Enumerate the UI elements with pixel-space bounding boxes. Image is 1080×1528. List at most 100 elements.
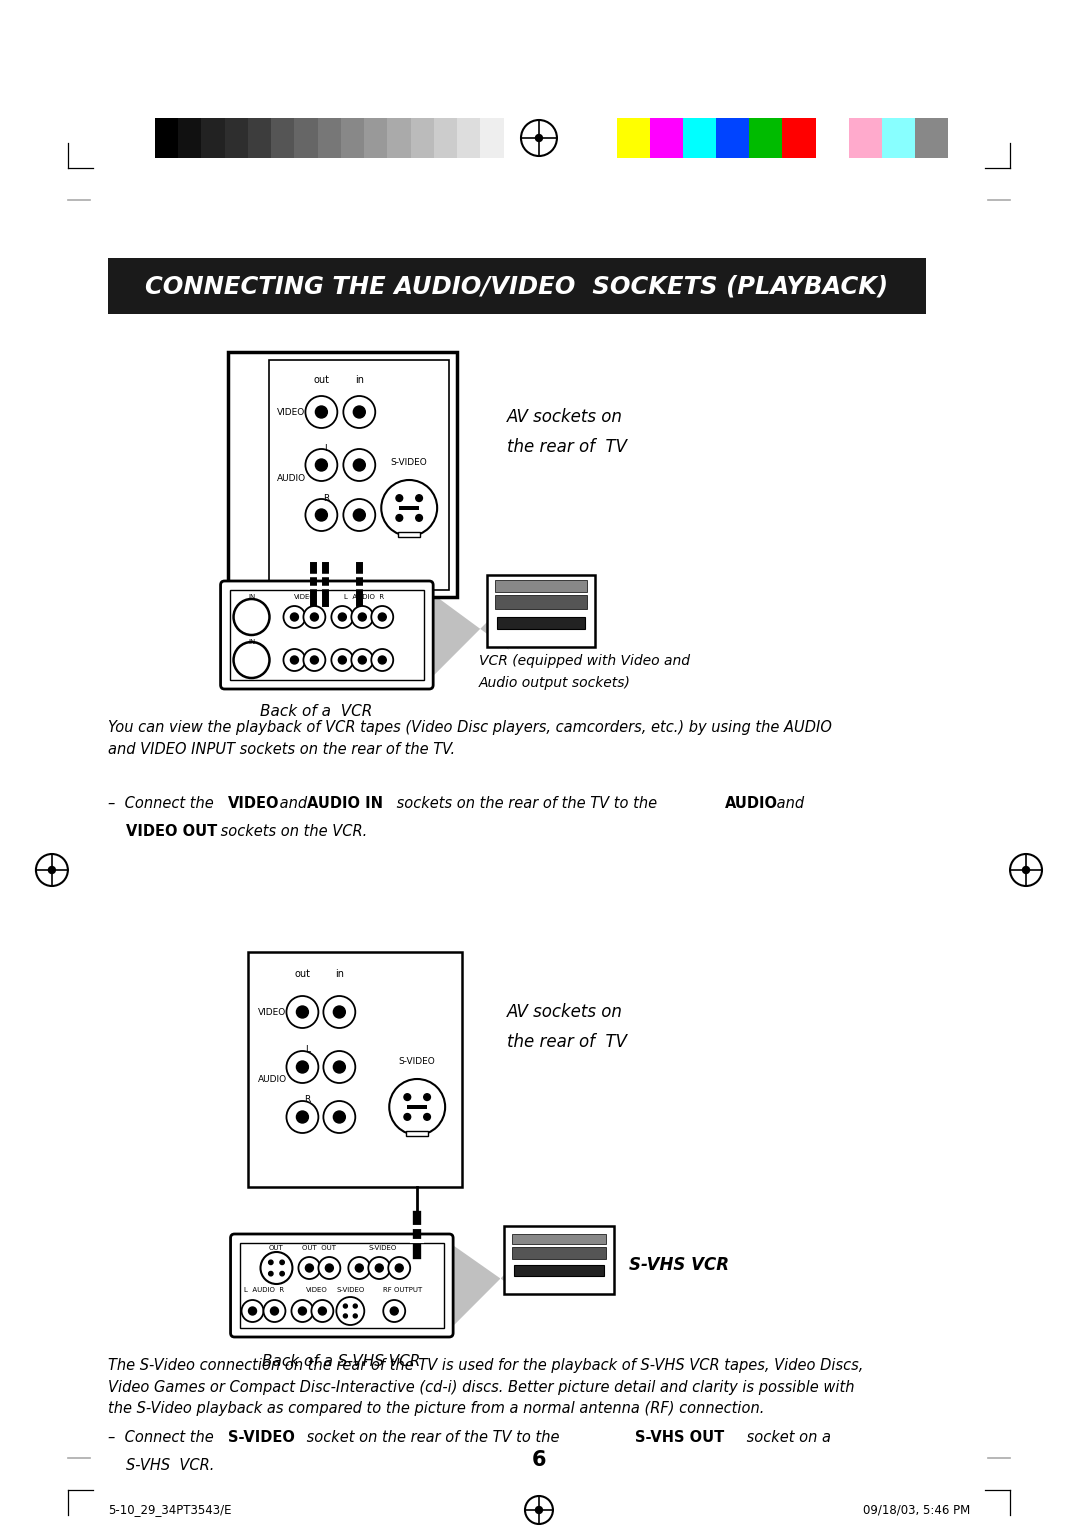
Polygon shape bbox=[399, 532, 420, 538]
Circle shape bbox=[368, 1258, 390, 1279]
Text: VIDEO: VIDEO bbox=[228, 796, 279, 811]
Text: S-VIDEO: S-VIDEO bbox=[228, 1430, 295, 1445]
Circle shape bbox=[323, 1051, 355, 1083]
Bar bbox=[225, 118, 247, 157]
Bar bbox=[495, 594, 586, 610]
Bar bbox=[849, 118, 882, 157]
Bar bbox=[154, 118, 178, 157]
Bar bbox=[341, 118, 364, 157]
Circle shape bbox=[1023, 866, 1029, 874]
Text: S-VIDEO: S-VIDEO bbox=[391, 457, 428, 466]
Circle shape bbox=[296, 1060, 309, 1073]
Bar bbox=[434, 118, 457, 157]
Text: VIDEO: VIDEO bbox=[306, 1287, 327, 1293]
Circle shape bbox=[383, 1300, 405, 1322]
Circle shape bbox=[310, 613, 319, 620]
Bar bbox=[683, 118, 716, 157]
Text: 5-10_29_34PT3543/E: 5-10_29_34PT3543/E bbox=[108, 1504, 231, 1516]
Circle shape bbox=[306, 500, 337, 532]
Circle shape bbox=[280, 1261, 284, 1265]
Text: VIDEO: VIDEO bbox=[278, 408, 306, 417]
Text: Back of a  VCR: Back of a VCR bbox=[260, 703, 373, 718]
Text: socket on a: socket on a bbox=[742, 1430, 831, 1445]
Text: R: R bbox=[305, 1096, 311, 1105]
Circle shape bbox=[343, 1314, 348, 1319]
Circle shape bbox=[292, 1300, 313, 1322]
Bar bbox=[108, 258, 927, 313]
Circle shape bbox=[315, 406, 327, 419]
Text: L: L bbox=[324, 443, 329, 452]
Circle shape bbox=[280, 1271, 284, 1276]
Text: IN: IN bbox=[248, 594, 255, 601]
Text: S-VIDEO: S-VIDEO bbox=[336, 1287, 364, 1293]
Circle shape bbox=[332, 649, 353, 671]
Circle shape bbox=[353, 458, 365, 471]
Circle shape bbox=[338, 656, 347, 665]
Bar bbox=[295, 118, 318, 157]
Circle shape bbox=[404, 1114, 410, 1120]
Text: sockets on the rear of the TV to the: sockets on the rear of the TV to the bbox=[392, 796, 662, 811]
Polygon shape bbox=[454, 1245, 524, 1325]
Circle shape bbox=[536, 1507, 542, 1514]
Circle shape bbox=[296, 1005, 309, 1018]
Circle shape bbox=[336, 1297, 364, 1325]
Bar bbox=[400, 506, 419, 510]
Text: AUDIO IN: AUDIO IN bbox=[308, 796, 383, 811]
Circle shape bbox=[353, 509, 365, 521]
Circle shape bbox=[260, 1251, 293, 1284]
Text: OUT  OUT: OUT OUT bbox=[302, 1245, 336, 1251]
Text: VCR (equipped with Video and
Audio output sockets): VCR (equipped with Video and Audio outpu… bbox=[480, 654, 690, 689]
Circle shape bbox=[298, 1306, 307, 1316]
Circle shape bbox=[416, 515, 422, 521]
Text: IN: IN bbox=[248, 639, 255, 645]
Text: L  AUDIO  R: L AUDIO R bbox=[244, 1287, 284, 1293]
Circle shape bbox=[388, 1258, 410, 1279]
Circle shape bbox=[423, 1114, 431, 1120]
Circle shape bbox=[343, 1303, 348, 1308]
Circle shape bbox=[286, 1051, 319, 1083]
Text: –  Connect the: – Connect the bbox=[108, 796, 218, 811]
Bar bbox=[512, 1247, 606, 1259]
Text: and: and bbox=[771, 796, 804, 811]
Circle shape bbox=[306, 449, 337, 481]
Circle shape bbox=[283, 649, 306, 671]
Bar bbox=[318, 118, 341, 157]
Text: L  AUDIO  R: L AUDIO R bbox=[345, 594, 384, 601]
Circle shape bbox=[315, 509, 327, 521]
Circle shape bbox=[396, 495, 403, 501]
Text: S-VHS  VCR.: S-VHS VCR. bbox=[125, 1458, 214, 1473]
Circle shape bbox=[353, 1314, 357, 1319]
Bar bbox=[228, 351, 457, 597]
Circle shape bbox=[306, 396, 337, 428]
Circle shape bbox=[319, 1258, 340, 1279]
Circle shape bbox=[396, 515, 403, 521]
Circle shape bbox=[311, 1300, 334, 1322]
Bar bbox=[617, 118, 650, 157]
Text: in: in bbox=[355, 374, 364, 385]
Text: VIDEO OUT: VIDEO OUT bbox=[125, 824, 217, 839]
Text: AUDIO: AUDIO bbox=[725, 796, 778, 811]
Circle shape bbox=[291, 656, 298, 665]
Circle shape bbox=[291, 613, 298, 620]
Circle shape bbox=[378, 656, 387, 665]
Text: L: L bbox=[305, 1045, 310, 1054]
Circle shape bbox=[395, 1264, 403, 1271]
Circle shape bbox=[248, 1306, 257, 1316]
Circle shape bbox=[1010, 854, 1042, 886]
Circle shape bbox=[372, 607, 393, 628]
Circle shape bbox=[536, 134, 542, 142]
Circle shape bbox=[315, 458, 327, 471]
Circle shape bbox=[353, 1303, 357, 1308]
Circle shape bbox=[332, 607, 353, 628]
Circle shape bbox=[338, 613, 347, 620]
Bar bbox=[783, 118, 815, 157]
Circle shape bbox=[355, 1264, 363, 1271]
Circle shape bbox=[49, 866, 55, 874]
Circle shape bbox=[521, 121, 557, 156]
Bar bbox=[271, 118, 295, 157]
Circle shape bbox=[269, 1271, 273, 1276]
Text: out: out bbox=[313, 374, 329, 385]
Circle shape bbox=[353, 406, 365, 419]
Circle shape bbox=[349, 1258, 370, 1279]
Circle shape bbox=[359, 613, 366, 620]
